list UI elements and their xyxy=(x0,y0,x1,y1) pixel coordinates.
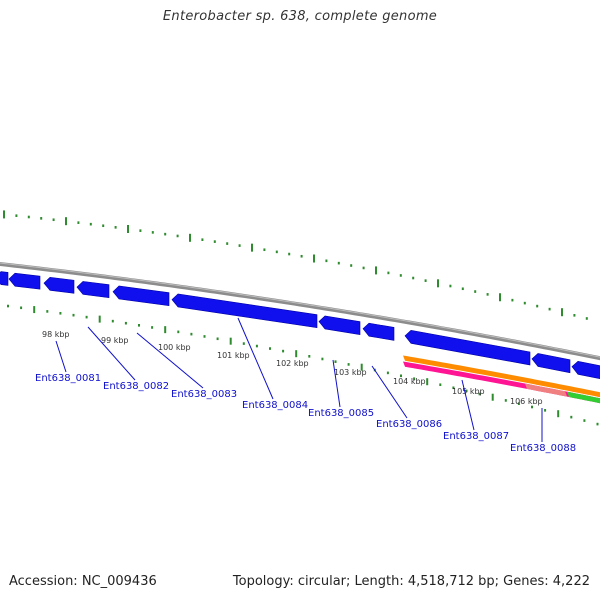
gene-arrow xyxy=(112,285,170,307)
gene-label: Ent638_0083 xyxy=(171,389,237,400)
kbp-label: 99 kbp xyxy=(101,336,129,345)
gene-label: Ent638_0087 xyxy=(443,431,509,442)
kbp-label: 104 kbp xyxy=(393,377,426,386)
gene-arrow xyxy=(531,353,571,374)
gene-label: Ent638_0086 xyxy=(376,419,442,430)
gene-leader-line xyxy=(237,317,274,400)
gene-arrow xyxy=(404,329,531,366)
kbp-label: 106 kbp xyxy=(510,397,543,406)
gene-leader-line xyxy=(461,379,475,431)
gene-leader-line xyxy=(87,326,136,381)
gene-label: Ent638_0082 xyxy=(103,381,169,392)
gene-arrow xyxy=(571,360,600,379)
gene-arrow xyxy=(76,281,110,299)
gene-arrow xyxy=(171,293,318,329)
gene-label: Ent638_0084 xyxy=(242,400,308,411)
gene-arrow xyxy=(318,315,361,336)
topology-text: Topology: circular; Length: 4,518,712 bp… xyxy=(232,574,590,589)
feature-track-orange xyxy=(403,355,600,398)
gene-arrow xyxy=(43,277,75,294)
map-title: Enterobacter sp. 638, complete genome xyxy=(162,9,438,24)
gene-leader-line xyxy=(136,332,204,389)
gene-leader-line xyxy=(55,340,67,373)
genome-backbone xyxy=(0,261,600,361)
kbp-label: 100 kbp xyxy=(158,343,191,352)
gene-leader-line xyxy=(371,365,408,419)
gene-arrow xyxy=(0,271,9,286)
genome-backbone-highlight xyxy=(0,262,600,358)
gene-leader-line xyxy=(332,359,341,408)
gene-label: Ent638_0081 xyxy=(35,373,101,384)
kbp-label: 105 kbp xyxy=(452,387,485,396)
gene-label: Ent638_0085 xyxy=(308,408,374,419)
gene-arrow xyxy=(8,272,41,290)
feature-track-pink xyxy=(403,361,600,404)
feature-track-green xyxy=(567,391,600,404)
accession-text: Accession: NC_009436 xyxy=(9,574,157,589)
kbp-label: 103 kbp xyxy=(334,368,367,377)
kbp-label: 102 kbp xyxy=(276,359,309,368)
gene-label: Ent638_0088 xyxy=(510,443,576,454)
gene-arrow xyxy=(362,322,395,341)
feature-track-salmon xyxy=(525,383,567,397)
kbp-label: 101 kbp xyxy=(217,351,250,360)
kbp-label: 98 kbp xyxy=(42,330,70,339)
